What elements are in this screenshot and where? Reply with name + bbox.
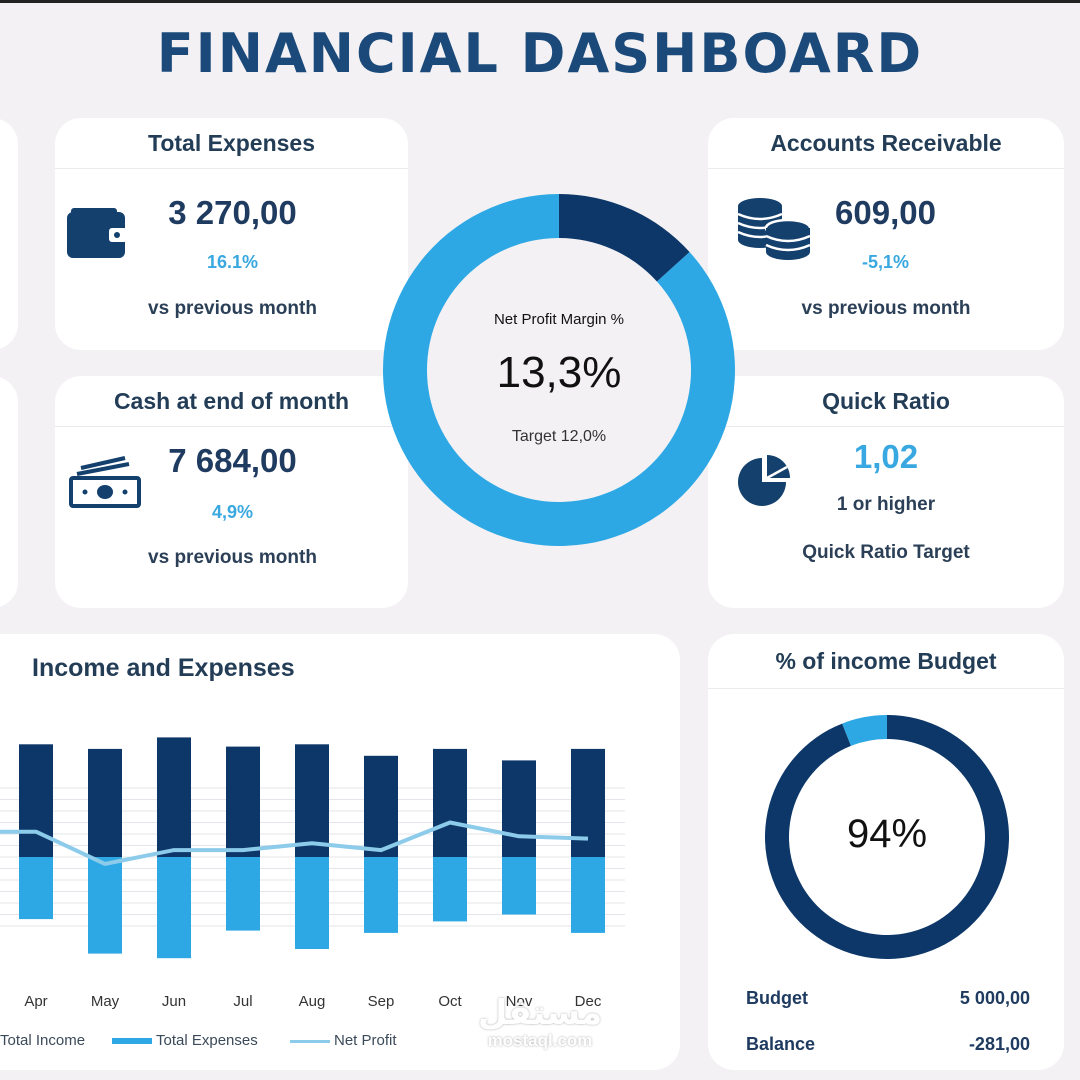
wallet-icon bbox=[67, 208, 127, 258]
expense-bar bbox=[88, 857, 122, 954]
cash-end-month-card: Cash at end of month 7 684,00 4,9% vs pr… bbox=[55, 376, 408, 608]
expense-bar bbox=[571, 857, 605, 933]
total-expenses-sub: vs previous month bbox=[148, 298, 317, 319]
legend-total-expenses: Total Expenses bbox=[112, 1032, 258, 1049]
income-bar bbox=[19, 744, 53, 857]
accounts-receivable-change: -5,1% bbox=[861, 252, 910, 272]
net-profit-margin-target: Target 12,0% bbox=[511, 428, 607, 445]
income-bar bbox=[502, 760, 536, 857]
income-budget-value: 94% bbox=[846, 812, 928, 856]
legend-expenses-swatch bbox=[112, 1038, 152, 1045]
legend-total-income-label: Total Income bbox=[0, 1032, 86, 1049]
quick-ratio-line2: Quick Ratio Target bbox=[802, 542, 970, 563]
balance-value: -281,00 bbox=[968, 1034, 1030, 1054]
income-budget-title: % of income Budget bbox=[775, 648, 997, 674]
accounts-receivable-sub: vs previous month bbox=[801, 298, 971, 319]
income-bar bbox=[226, 746, 260, 857]
clipped-card-mid-left bbox=[0, 376, 18, 608]
budget-label: Budget bbox=[746, 988, 808, 1008]
month-label: Dec bbox=[575, 993, 602, 1010]
card-title-divider bbox=[708, 688, 1064, 689]
cash-end-month-change: 4,9% bbox=[211, 502, 254, 522]
balance-label: Balance bbox=[746, 1034, 816, 1054]
total-expenses-value: 3 270,00 bbox=[168, 194, 297, 231]
quick-ratio-title: Quick Ratio bbox=[822, 388, 950, 414]
legend-net-profit-label: Net Profit bbox=[334, 1032, 397, 1049]
month-label: Jun bbox=[162, 993, 186, 1010]
pie-chart-icon bbox=[738, 455, 790, 506]
month-label: Sep bbox=[368, 993, 395, 1010]
net-profit-line bbox=[0, 820, 589, 866]
month-label: Aug bbox=[299, 993, 326, 1010]
month-label: Oct bbox=[438, 993, 462, 1010]
card-title-divider bbox=[708, 426, 1064, 427]
cash-bills-icon bbox=[69, 456, 141, 508]
card-title-divider bbox=[55, 168, 408, 169]
income-bar bbox=[571, 748, 605, 857]
expense-bar bbox=[364, 857, 398, 933]
legend-net-profit: Net Profit bbox=[290, 1032, 397, 1049]
month-label: Apr bbox=[24, 993, 47, 1010]
page-title: FINANCIAL DASHBOARD bbox=[156, 22, 924, 85]
month-label: Jul bbox=[233, 993, 252, 1010]
net-profit-margin-value: 13,3% bbox=[496, 348, 622, 397]
budget-value: 5 000,00 bbox=[959, 988, 1030, 1008]
card-title-divider bbox=[55, 426, 408, 427]
accounts-receivable-value: 609,00 bbox=[835, 194, 936, 231]
card-title-divider bbox=[708, 168, 1064, 169]
total-expenses-change: 16.1% bbox=[206, 252, 259, 272]
legend-total-income: Total Income bbox=[0, 1032, 85, 1049]
accounts-receivable-card: Accounts Receivable 609,00 -5,1% vs prev… bbox=[708, 118, 1064, 350]
clipped-card-top-left bbox=[0, 118, 18, 350]
watermark-arabic: مستقل bbox=[477, 994, 603, 1032]
expense-bar bbox=[226, 857, 260, 931]
watermark-domain: mostaql.com bbox=[487, 1031, 593, 1050]
income-bar bbox=[88, 748, 122, 857]
income-bar bbox=[364, 755, 398, 857]
month-label: May bbox=[91, 993, 120, 1010]
income-expenses-chart: Apr May Jun Jul Aug Sep Oct Nov Dec bbox=[0, 737, 625, 1010]
budget-remaining-segment bbox=[842, 715, 887, 746]
quick-ratio-line1: 1 or higher bbox=[836, 494, 936, 515]
coins-icon bbox=[737, 198, 812, 260]
watermark-logo: مستقل mostaql.com bbox=[470, 995, 610, 1051]
quick-ratio-card: Quick Ratio 1,02 1 or higher Quick Ratio… bbox=[708, 376, 1064, 608]
income-bar bbox=[433, 748, 467, 857]
cash-end-month-title: Cash at end of month bbox=[113, 388, 350, 414]
legend-total-expenses-label: Total Expenses bbox=[156, 1032, 258, 1049]
income-budget-donut bbox=[765, 715, 1009, 959]
total-expenses-card: Total Expenses 3 270,00 16.1% vs previou… bbox=[55, 118, 408, 350]
net-profit-segment bbox=[559, 194, 690, 282]
expense-bar bbox=[433, 857, 467, 922]
income-bar bbox=[295, 744, 329, 857]
expense-bar bbox=[502, 857, 536, 915]
total-expenses-title: Total Expenses bbox=[147, 130, 316, 156]
expense-bar bbox=[157, 857, 191, 959]
accounts-receivable-title: Accounts Receivable bbox=[770, 130, 1002, 156]
expense-bar bbox=[19, 857, 53, 920]
cash-end-month-sub: vs previous month bbox=[148, 547, 317, 568]
legend-profit-swatch bbox=[290, 1039, 330, 1043]
cash-end-month-value: 7 684,00 bbox=[168, 442, 297, 479]
net-profit-margin-label: Net Profit Margin % bbox=[493, 311, 625, 328]
top-border bbox=[0, 0, 1080, 3]
income-expenses-title: Income and Expenses bbox=[32, 654, 295, 682]
month-label: Nov bbox=[506, 993, 533, 1010]
income-bar bbox=[157, 737, 191, 857]
quick-ratio-value: 1,02 bbox=[853, 438, 919, 475]
net-profit-margin-donut bbox=[383, 194, 735, 546]
expense-bar bbox=[295, 857, 329, 949]
